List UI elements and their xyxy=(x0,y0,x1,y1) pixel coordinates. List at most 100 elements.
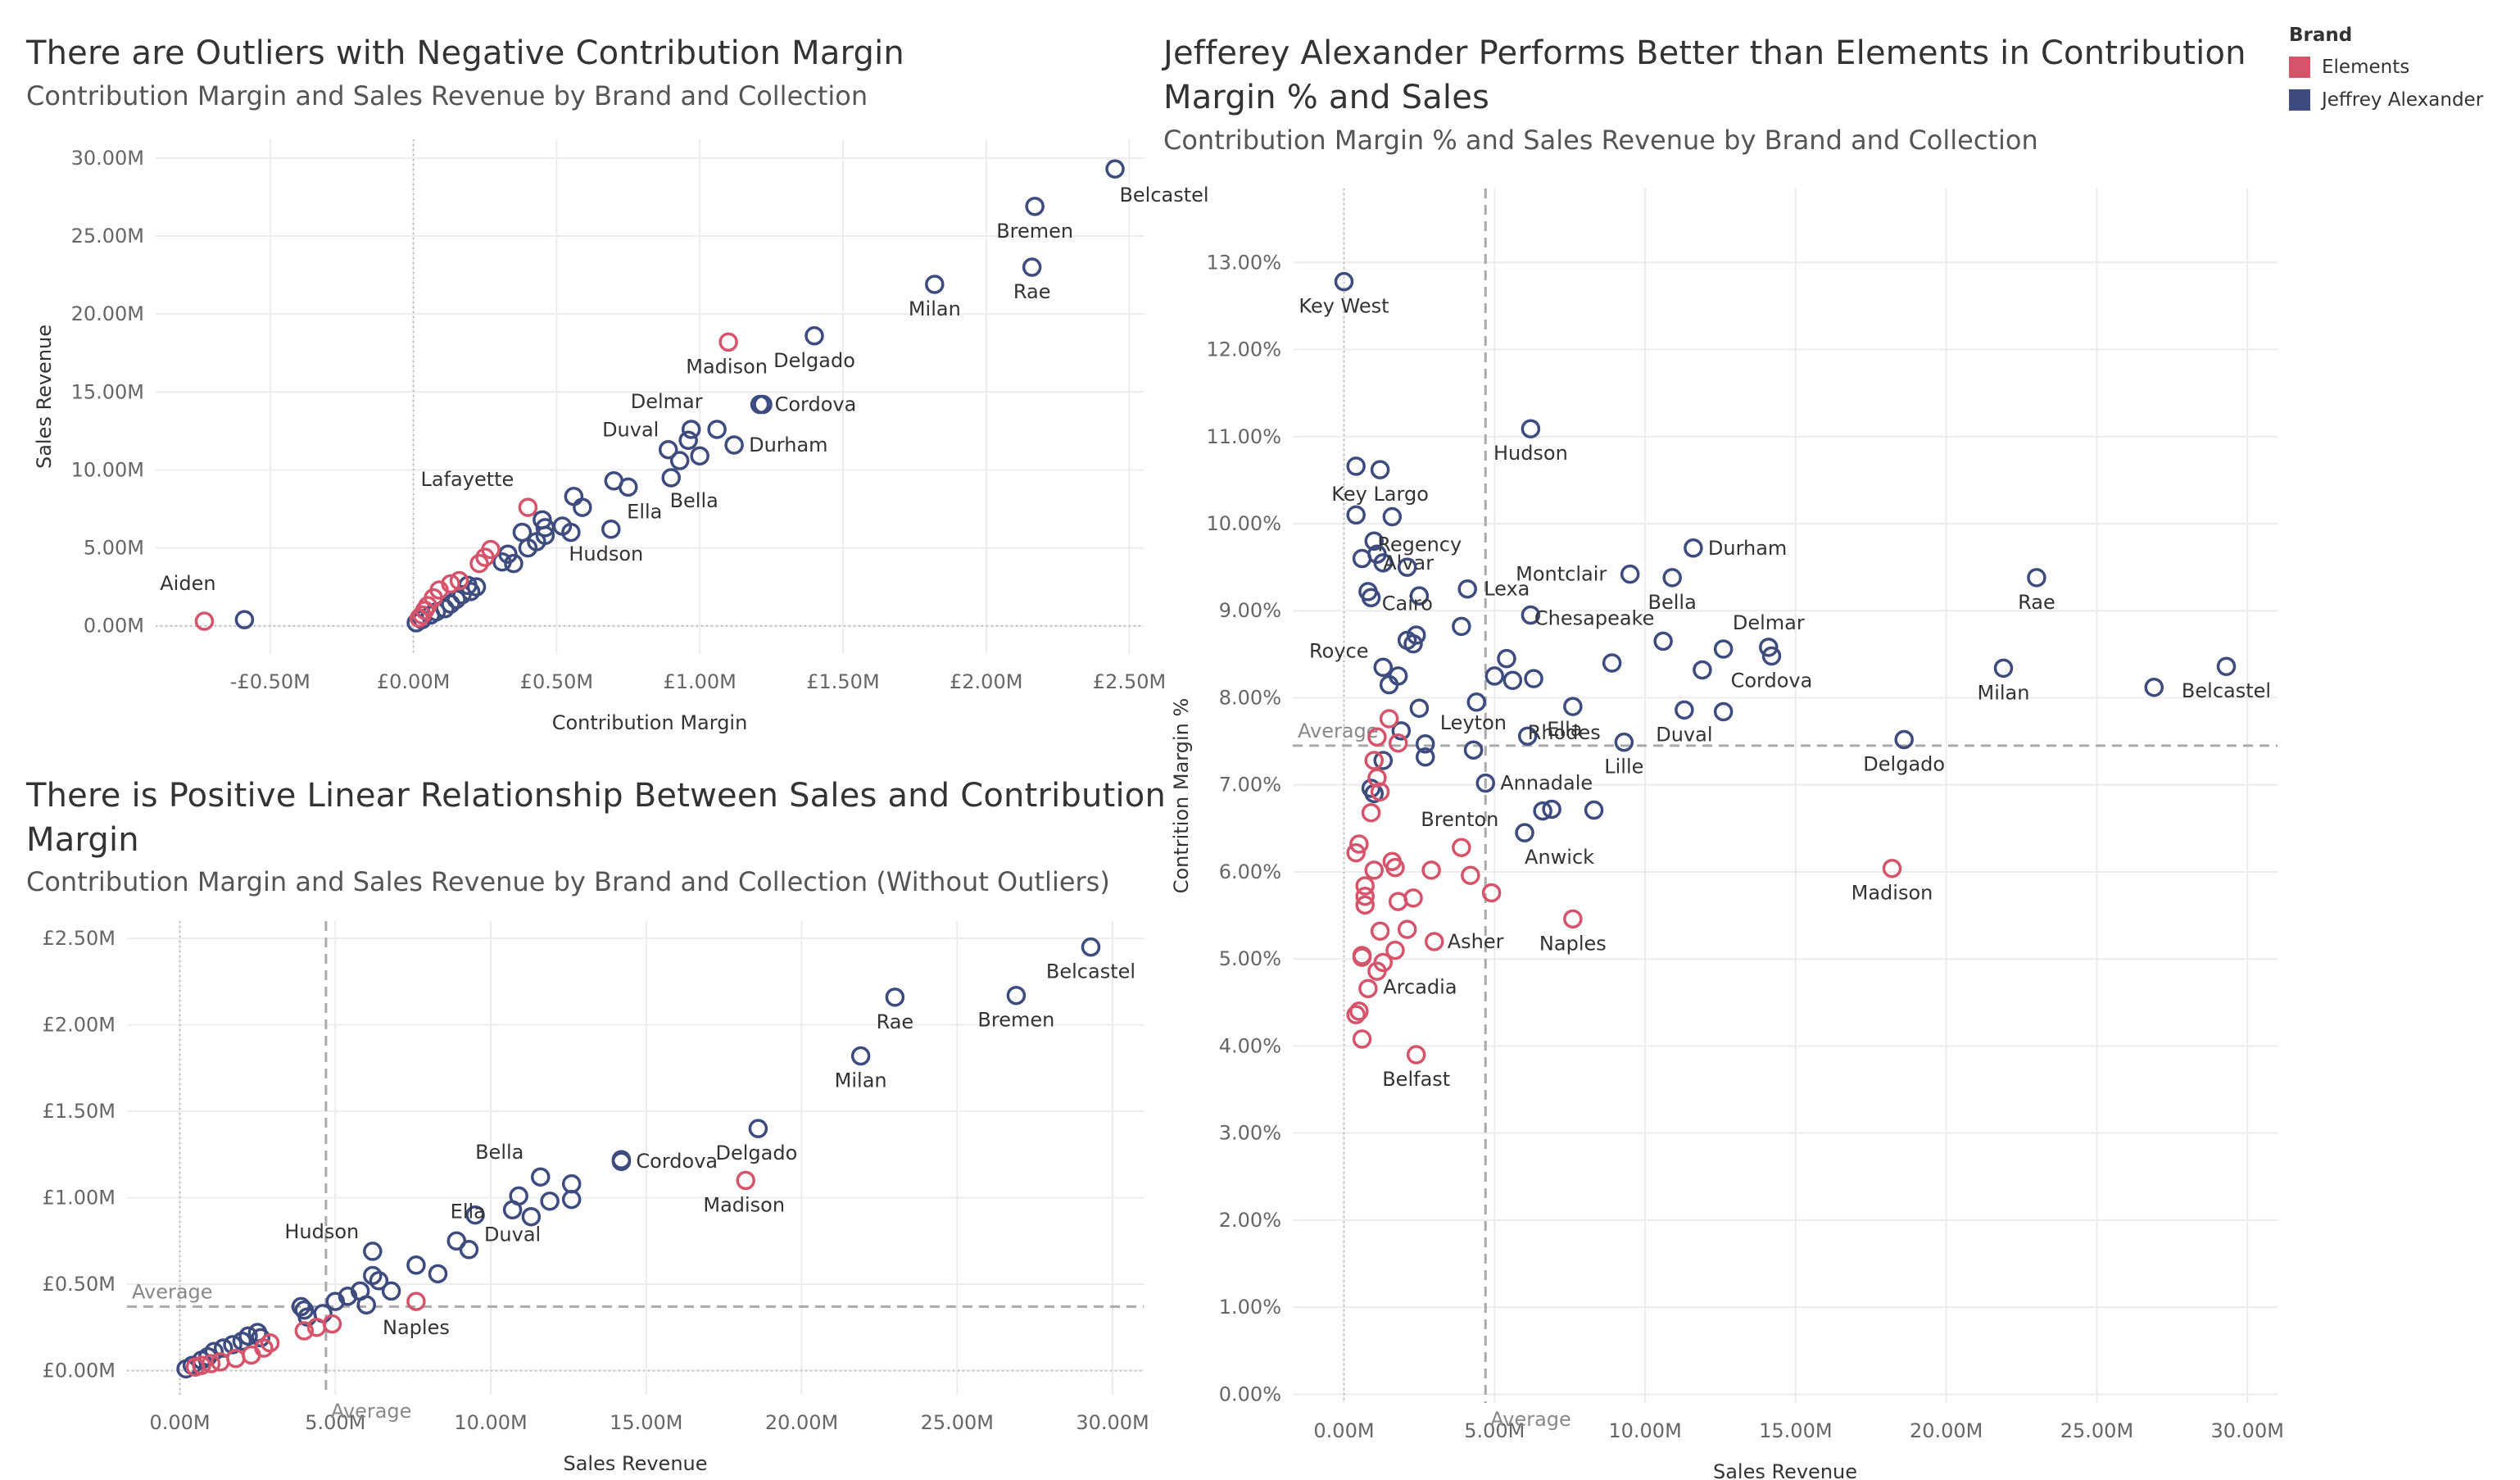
y-tick-label: £2.00M xyxy=(43,1014,116,1037)
jeffrey-alexander-point xyxy=(356,1295,376,1315)
jeffrey-alexander-point xyxy=(1466,692,1486,712)
elements-point xyxy=(1563,909,1583,929)
jeffrey-alexander-point xyxy=(1463,740,1484,760)
jeffrey-alexander-point xyxy=(661,468,681,488)
jeffrey-alexander-point xyxy=(1081,937,1101,957)
jeffrey-alexander-point xyxy=(1346,456,1366,476)
jeffrey-alexander-point xyxy=(504,553,523,574)
point-label-lafayette: Lafayette xyxy=(421,468,514,491)
point-label-cairo: Cairo xyxy=(1382,592,1433,615)
x-tick-label: 20.00M xyxy=(765,1411,838,1434)
jeffrey-alexander-point xyxy=(1761,646,1782,666)
y-tick-label: 9.00% xyxy=(1219,599,1281,622)
y-tick-label: 15.00M xyxy=(71,380,144,403)
point-label-rhodes: Rhodes xyxy=(1528,721,1601,744)
point-label-bremen: Bremen xyxy=(996,220,1073,243)
jeffrey-alexander-point xyxy=(530,1167,551,1187)
point-label-lille: Lille xyxy=(1604,756,1643,779)
jeffrey-alexander-point xyxy=(1684,538,1703,558)
jeffrey-alexander-point xyxy=(325,1292,346,1311)
jeffrey-alexander-point xyxy=(428,1264,448,1284)
elements-point xyxy=(294,1321,315,1341)
x-tick-label: -£0.50M xyxy=(230,670,310,693)
jeffrey-alexander-point xyxy=(213,1338,233,1358)
y-tick-label: £2.50M xyxy=(43,927,116,950)
average-x-label: Average xyxy=(1490,1408,1571,1431)
jeffrey-alexander-point xyxy=(406,1255,426,1275)
jeffrey-alexander-point xyxy=(1517,726,1538,746)
y-tick-label: £1.00M xyxy=(43,1187,116,1210)
jeffrey-alexander-point xyxy=(1415,747,1435,767)
jeffrey-alexander-point xyxy=(1533,801,1552,821)
jeffrey-alexander-point xyxy=(1397,557,1417,577)
jeffrey-alexander-point xyxy=(1346,505,1366,525)
bottom-left-chart-title-line2: Margin xyxy=(26,821,139,859)
outliers-scatter-chart: 0.00M 5.00M 10.00M 15.00M 20.00M 25.00M 30.00M… xyxy=(33,139,1209,734)
x-tick-label: £1.00M xyxy=(663,670,736,693)
jeffrey-alexander-point xyxy=(1022,257,1042,277)
jeffrey-alexander-point xyxy=(1382,506,1403,527)
jeffrey-alexander-point xyxy=(1373,553,1394,573)
point-label-anwick: Anwick xyxy=(1525,846,1594,869)
y-tick-label: £1.50M xyxy=(43,1100,116,1123)
elements-point xyxy=(1388,733,1408,753)
point-label-asher: Asher xyxy=(1448,930,1504,953)
elements-point xyxy=(1358,978,1378,999)
x-tick-label: £0.00M xyxy=(377,670,450,693)
point-label-durham: Durham xyxy=(749,434,827,456)
jeffrey-alexander-point xyxy=(601,520,621,539)
jeffrey-alexander-point xyxy=(611,1150,632,1169)
jeffrey-alexander-point xyxy=(1563,697,1583,716)
jeffrey-alexander-point xyxy=(1515,823,1534,842)
jeffrey-alexander-point xyxy=(1379,674,1399,695)
y-tick-label: 8.00% xyxy=(1219,686,1281,709)
jeffrey-alexander-point xyxy=(1397,630,1417,651)
linear-relationship-scatter-chart: £0.00M £0.50M £1.00M £1.50M £2.00M £2.50M 0.00… xyxy=(43,921,1149,1475)
point-label-bella: Bella xyxy=(1648,591,1697,614)
elements-point xyxy=(1397,919,1417,939)
y-tick-label: 2.00% xyxy=(1219,1209,1281,1232)
jeffrey-alexander-point xyxy=(1502,670,1523,690)
jeffrey-alexander-point xyxy=(724,435,744,455)
jeffrey-alexander-point xyxy=(1497,648,1516,669)
point-label-key-largo: Key Largo xyxy=(1331,483,1429,506)
jeffrey-alexander-point xyxy=(492,552,512,572)
jeffrey-alexander-point xyxy=(1993,658,2014,679)
x-tick-label: 30.00M xyxy=(2211,1419,2284,1442)
jeffrey-alexander-point xyxy=(748,1119,768,1138)
elements-point xyxy=(306,1317,327,1337)
elements-point xyxy=(1452,838,1471,857)
legend-label-jeffrey-alexander: Jeffrey Alexander xyxy=(2322,89,2484,111)
elements-point xyxy=(1461,865,1480,885)
top-left-chart-subtitle: Contribution Margin and Sales Revenue by… xyxy=(26,80,868,111)
jeffrey-alexander-point xyxy=(669,451,690,470)
jeffrey-alexander-point xyxy=(1713,701,1734,722)
point-label-belfast: Belfast xyxy=(1382,1068,1450,1091)
elements-point xyxy=(469,553,489,574)
elements-point xyxy=(1352,947,1372,967)
legend-item-elements[interactable]: Elements xyxy=(2289,51,2510,84)
elements-point xyxy=(1370,782,1390,801)
point-label-milan: Milan xyxy=(909,297,961,320)
jeffrey-alexander-point xyxy=(338,1287,358,1306)
jeffrey-alexander-point xyxy=(1334,271,1354,292)
jeffrey-alexander-point xyxy=(681,420,701,439)
legend-swatch-jeffrey-alexander xyxy=(2289,89,2310,111)
y-tick-label: 10.00% xyxy=(1206,512,1281,535)
jeffrey-alexander-point xyxy=(291,1296,311,1317)
legend-item-jeffrey-alexander[interactable]: Jeffrey Alexander xyxy=(2289,84,2510,116)
elements-point xyxy=(1882,858,1902,878)
y-tick-label: 0.00% xyxy=(1219,1382,1281,1405)
brand-legend: Brand Elements Jeffrey Alexander xyxy=(2289,25,2510,116)
legend-label-elements: Elements xyxy=(2322,57,2410,78)
y-tick-label: 25.00M xyxy=(71,225,144,247)
x-tick-label: 15.00M xyxy=(610,1411,682,1434)
legend-title: Brand xyxy=(2289,25,2353,46)
elements-point xyxy=(1361,802,1381,823)
point-label-hudson: Hudson xyxy=(569,543,643,565)
sales-revenue-axis-title: Sales Revenue xyxy=(1713,1460,1857,1480)
elements-point xyxy=(1364,751,1384,770)
y-tick-label: 0.00M xyxy=(84,615,144,638)
jeffrey-alexander-point xyxy=(1521,419,1541,438)
elements-point xyxy=(1425,932,1444,951)
